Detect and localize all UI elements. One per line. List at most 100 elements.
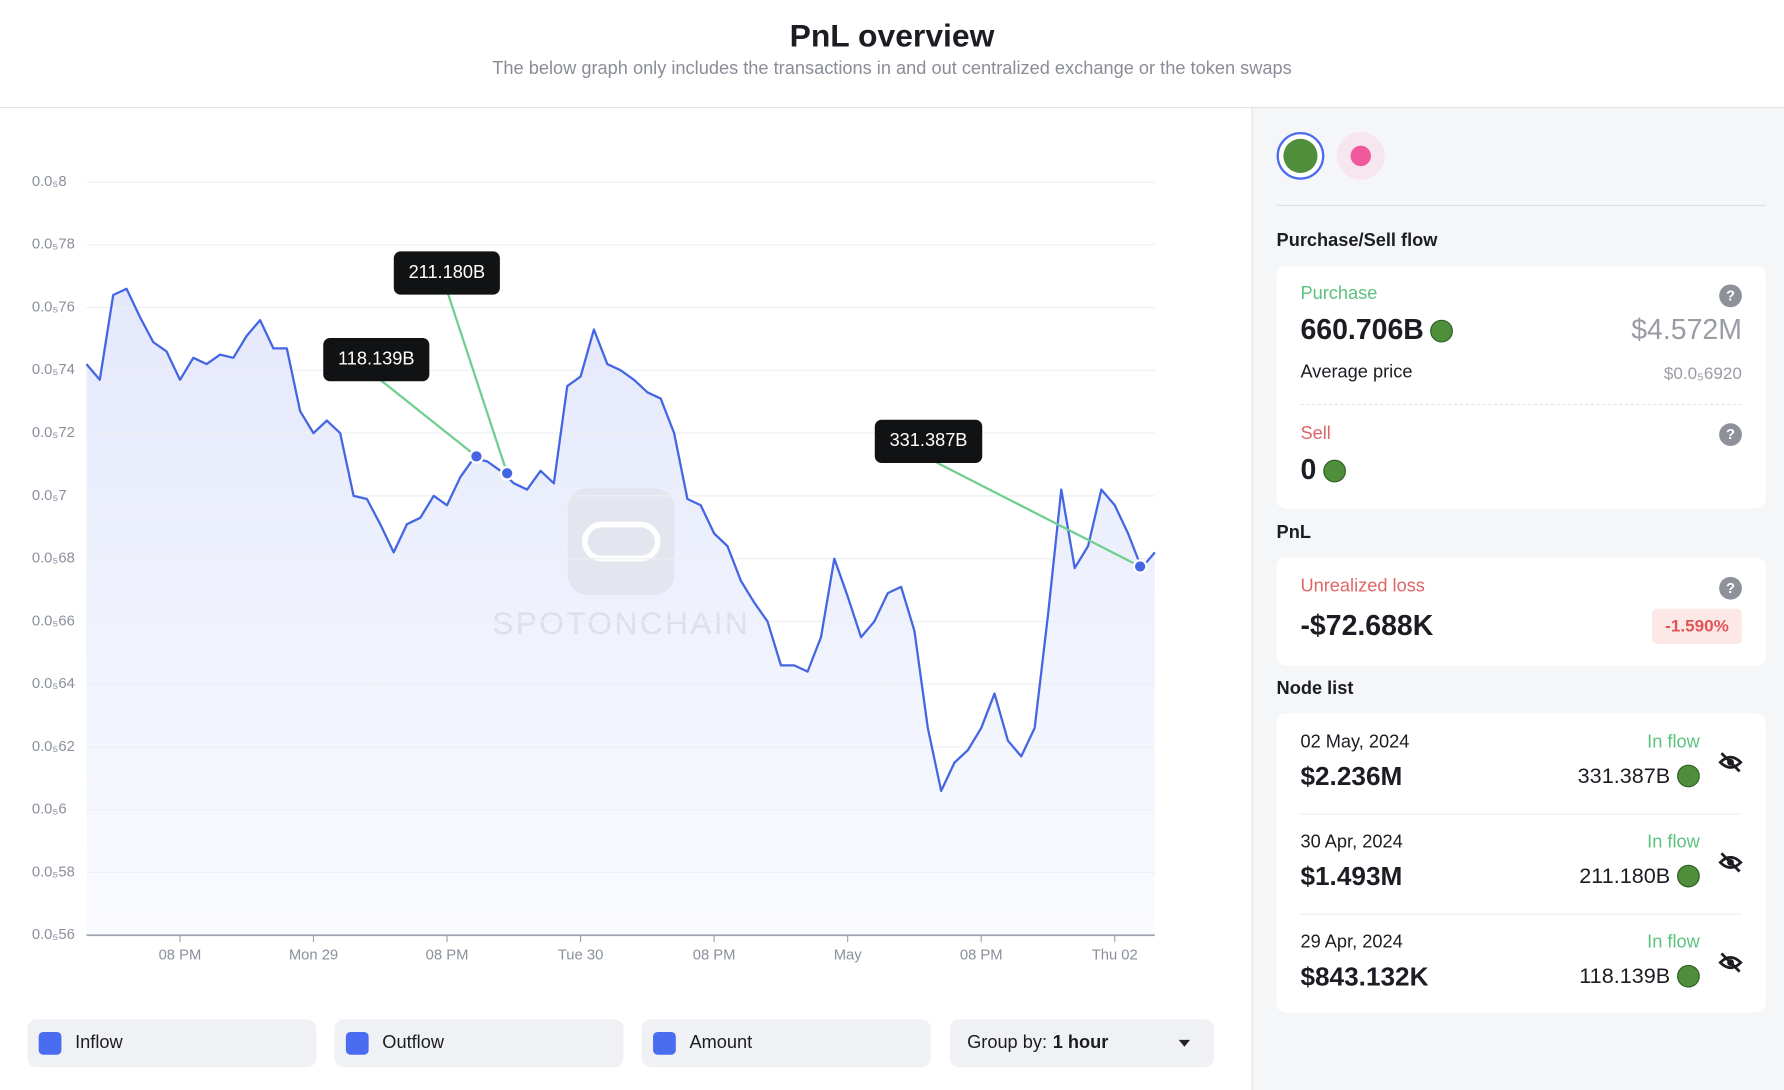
avg-price: $0.0₅6920 <box>1663 364 1742 384</box>
amount-toggle[interactable]: Amount <box>641 1019 931 1068</box>
avg-price-label: Average price <box>1300 362 1413 383</box>
y-tick-label: 0.0₅76 <box>32 299 75 315</box>
node-usd: $843.132K <box>1300 961 1429 991</box>
y-tick-label: 0.0₅72 <box>32 425 75 441</box>
help-icon[interactable]: ? <box>1719 576 1742 600</box>
group-by-select[interactable]: Group by: 1 hour <box>950 1019 1214 1068</box>
node-card <box>1276 713 1766 1013</box>
token-icon <box>1323 459 1346 482</box>
section-title: Purchase/Sell flow <box>1276 230 1438 251</box>
node-amount: 118.139B <box>1579 964 1671 989</box>
callout-line <box>927 457 1141 568</box>
x-tick-label: Mon 29 <box>289 948 338 964</box>
x-tick-label: 08 PM <box>426 948 469 964</box>
x-tick-label: 08 PM <box>159 948 202 964</box>
checkbox[interactable] <box>38 1031 62 1055</box>
x-tick-label: Thu 02 <box>1092 948 1138 964</box>
y-tick-label: 0.0₅58 <box>32 864 75 880</box>
callout-line <box>445 289 509 474</box>
purchase-amount: 660.706B <box>1300 314 1424 346</box>
node-amount: 211.180B <box>1579 864 1671 889</box>
watermark-logo <box>567 488 675 596</box>
flow-card <box>1276 266 1766 509</box>
y-tick-label: 0.0₅8 <box>32 174 67 190</box>
checkbox[interactable] <box>345 1031 369 1055</box>
callout-box <box>323 338 430 382</box>
group-by-value: 1 hour <box>1052 1033 1109 1053</box>
token-icon <box>1430 319 1454 342</box>
divider <box>1300 913 1742 915</box>
section-title: Node list <box>1276 679 1354 699</box>
page-subtitle: The below graph only includes the transa… <box>492 59 1292 79</box>
node-date: 29 Apr, 2024 <box>1300 932 1403 953</box>
purchase-usd: $4.572M <box>1631 314 1742 346</box>
dropdown-arrow <box>1178 1039 1191 1047</box>
x-tick-label: May <box>834 948 863 964</box>
divider <box>1300 403 1742 406</box>
sell-label: Sell <box>1300 424 1331 444</box>
hide-node-icon[interactable] <box>1718 851 1743 874</box>
page-title: PnL overview <box>789 18 995 54</box>
checkbox[interactable] <box>653 1031 676 1055</box>
token-tab[interactable] <box>1276 131 1325 180</box>
hide-node-icon[interactable] <box>1718 751 1743 774</box>
callout-label: 211.180B <box>409 262 486 282</box>
callout-label: 331.387B <box>890 430 968 450</box>
x-tick-label: 08 PM <box>693 948 736 964</box>
y-tick-label: 0.0₅7 <box>32 488 67 504</box>
node-marker <box>1132 559 1148 574</box>
token-icon <box>1677 764 1700 788</box>
y-tick-label: 0.0₅66 <box>32 613 75 629</box>
node-usd: $2.236M <box>1300 761 1403 791</box>
header-divider <box>0 106 1784 109</box>
token-tab[interactable] <box>1336 131 1385 180</box>
y-tick-label: 0.0₅6 <box>32 802 67 818</box>
pnl-label: Unrealized loss <box>1300 576 1425 597</box>
x-tick-label: 08 PM <box>960 948 1003 964</box>
node-amount: 331.387B <box>1577 764 1671 788</box>
chart: SPOTONCHAIN 0.0₅56 0.0₅58 0.0₅6 0.0₅62 0.0₅6… <box>32 174 1156 964</box>
node-flow: In flow <box>1647 732 1700 753</box>
node-flow: In flow <box>1647 932 1700 953</box>
token-icon <box>1677 964 1700 988</box>
checkbox-label: Outflow <box>382 1033 445 1053</box>
callout: 331.387B <box>874 419 983 463</box>
node-marker <box>469 448 484 464</box>
y-tick-label: 0.0₅68 <box>32 551 75 567</box>
token-icon <box>1677 864 1700 888</box>
node-date: 30 Apr, 2024 <box>1300 832 1403 853</box>
y-tick-label: 0.0₅64 <box>32 676 75 692</box>
node-date: 02 May, 2024 <box>1300 732 1410 753</box>
inflow-toggle[interactable]: Inflow <box>27 1019 317 1068</box>
y-tick-label: 0.0₅62 <box>32 739 75 755</box>
callout-box <box>393 251 500 295</box>
divider <box>1300 813 1742 815</box>
area <box>86 288 1155 936</box>
y-tick-label: 0.0₅78 <box>32 237 75 253</box>
checkbox-label: Amount <box>689 1033 753 1053</box>
node-marker <box>499 465 515 481</box>
line <box>85 287 1156 792</box>
sell-amount: 0 <box>1300 453 1317 486</box>
watermark: SPOTONCHAIN <box>492 605 750 641</box>
callout-line <box>375 375 478 458</box>
divider <box>1276 204 1766 206</box>
group-by-label: Group by: <box>967 1033 1048 1053</box>
purchase-label: Purchase <box>1300 284 1378 304</box>
checkbox-label: Inflow <box>75 1033 123 1053</box>
outflow-toggle[interactable]: Outflow <box>334 1019 624 1068</box>
y-tick-label: 0.0₅56 <box>32 927 75 943</box>
help-icon[interactable]: ? <box>1719 423 1742 446</box>
callout: 211.180B <box>393 251 500 295</box>
pnl-percent: -1.590% <box>1652 608 1742 644</box>
callout-box <box>874 419 983 463</box>
help-icon[interactable]: ? <box>1719 284 1742 308</box>
y-tick-label: 0.0₅74 <box>32 362 75 378</box>
pnl-value: -$72.688K <box>1300 609 1434 642</box>
hide-node-icon[interactable] <box>1718 951 1743 974</box>
callout: 118.139B <box>323 338 430 382</box>
node-usd: $1.493M <box>1300 861 1403 891</box>
section-title: PnL <box>1276 523 1311 543</box>
callout-label: 118.139B <box>338 348 415 368</box>
